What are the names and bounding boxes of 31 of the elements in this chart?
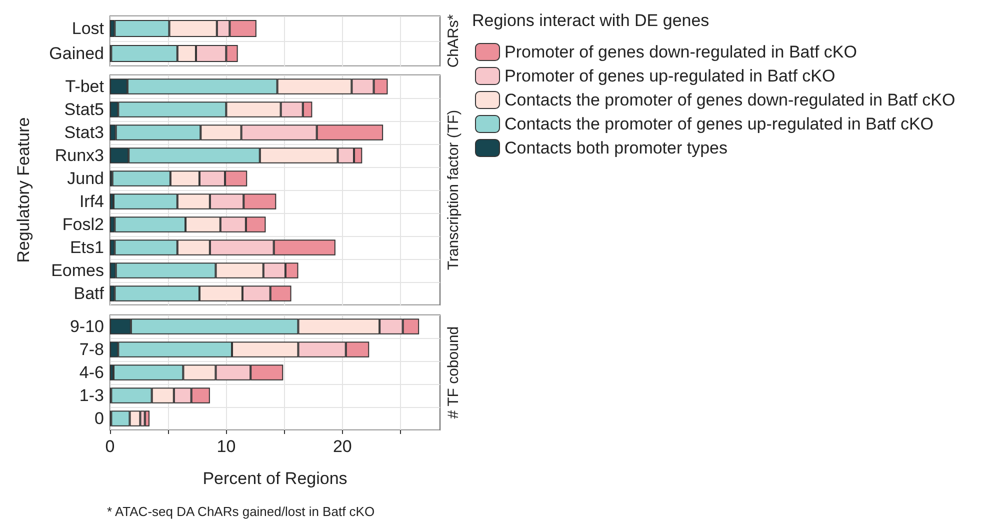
y-tick-label: Eomes: [51, 261, 104, 280]
y-axis-title: Regulatory Feature: [14, 117, 33, 263]
legend-label: Contacts both promoter types: [504, 138, 728, 158]
y-tick-label: 0: [94, 409, 104, 428]
y-tick-label: Stat3: [64, 123, 104, 142]
legend-label: Promoter of genes up-regulated in Batf cKO: [504, 66, 836, 86]
y-tick-label: Runx3: [54, 146, 104, 165]
legend-label: Contacts the promoter of genes down-regulated in Batf cKO: [504, 90, 956, 110]
y-tick-label: Stat5: [64, 100, 104, 119]
legend-label: Contacts the promoter of genes up-regulated in Batf cKO: [504, 114, 934, 134]
y2-axis-title: # TF cobound: [445, 326, 462, 419]
y-tick-label: T-bet: [65, 77, 104, 96]
x-tick-label: 20: [332, 437, 352, 456]
y-tick-label: Jund: [67, 169, 104, 188]
y2-axis-title: Transcription factor (TF): [445, 110, 462, 270]
x-tick-label: 10: [216, 437, 236, 456]
y-tick-label: Gained: [49, 44, 104, 63]
y-tick-label: 1-3: [79, 386, 104, 405]
text: * ATAC-seq DA ChARs gained/lost in Batf cKO: [107, 504, 375, 519]
y2-axis-title: ChARs*: [445, 14, 462, 68]
y-tick-label: Irf4: [79, 192, 104, 211]
legend-title: Regions interact with DE genes: [472, 11, 710, 30]
y-tick-label: Fosl2: [62, 215, 104, 234]
y-tick-label: Batf: [74, 284, 104, 303]
y-tick-label: 9-10: [70, 317, 104, 336]
x-axis-title: Percent of Regions: [202, 469, 348, 488]
y-tick-label: 7-8: [79, 340, 104, 359]
y-tick-label: 4-6: [79, 363, 104, 382]
legend-label: Promoter of genes down-regulated in Batf cKO: [504, 42, 857, 62]
y-tick-label: Ets1: [70, 238, 104, 257]
y-tick-label: Lost: [72, 19, 104, 38]
